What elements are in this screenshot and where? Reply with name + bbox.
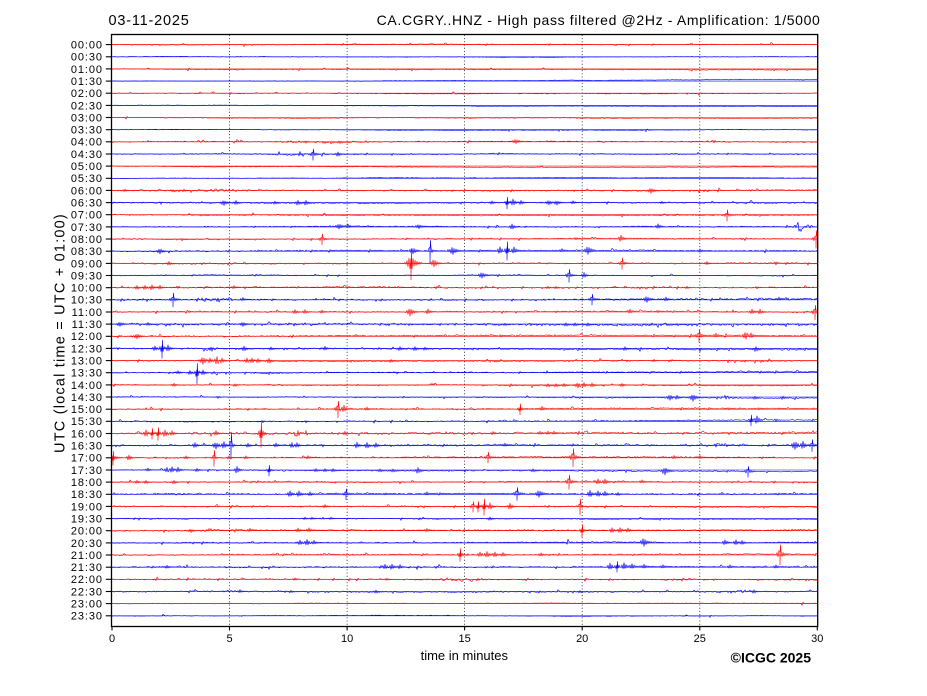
svg-text:19:00: 19:00 [71,501,103,513]
svg-text:25: 25 [694,633,706,645]
svg-text:01:30: 01:30 [71,76,103,88]
svg-text:17:00: 17:00 [71,453,103,465]
svg-text:16:00: 16:00 [71,428,103,440]
svg-text:07:30: 07:30 [71,222,103,234]
svg-text:22:00: 22:00 [71,574,103,586]
svg-text:20:00: 20:00 [71,526,103,538]
svg-text:17:30: 17:30 [71,465,103,477]
svg-text:5: 5 [226,633,232,645]
svg-text:06:30: 06:30 [71,198,103,210]
svg-text:21:30: 21:30 [71,562,103,574]
svg-text:19:30: 19:30 [71,514,103,526]
svg-text:03:00: 03:00 [71,112,103,124]
svg-text:00:30: 00:30 [71,52,103,64]
svg-text:16:30: 16:30 [71,441,103,453]
svg-text:15:00: 15:00 [71,404,103,416]
svg-text:14:00: 14:00 [71,380,103,392]
svg-text:14:30: 14:30 [71,392,103,404]
svg-text:UTC (local time = UTC + 01:00): UTC (local time = UTC + 01:00) [53,213,69,453]
svg-text:07:00: 07:00 [71,210,103,222]
svg-text:20:30: 20:30 [71,538,103,550]
svg-text:12:30: 12:30 [71,343,103,355]
svg-text:13:30: 13:30 [71,368,103,380]
svg-text:23:30: 23:30 [71,611,103,623]
svg-text:15: 15 [458,633,470,645]
svg-text:08:30: 08:30 [71,246,103,258]
svg-text:00:00: 00:00 [71,40,103,52]
svg-text:09:00: 09:00 [71,258,103,270]
svg-text:21:00: 21:00 [71,550,103,562]
svg-text:CA.CGRY..HNZ - High pass filte: CA.CGRY..HNZ - High pass filtered @2Hz -… [377,12,821,28]
svg-text:05:00: 05:00 [71,161,103,173]
svg-text:03-11-2025: 03-11-2025 [109,13,190,29]
svg-text:11:00: 11:00 [72,307,103,319]
svg-text:01:00: 01:00 [71,64,103,76]
svg-text:10:30: 10:30 [71,295,103,307]
svg-text:22:30: 22:30 [71,586,103,598]
svg-text:06:00: 06:00 [71,185,103,197]
svg-text:04:30: 04:30 [71,149,103,161]
svg-text:12:00: 12:00 [71,331,103,343]
svg-text:09:30: 09:30 [71,270,103,282]
svg-text:02:00: 02:00 [71,88,103,100]
svg-text:20: 20 [576,633,588,645]
svg-text:04:00: 04:00 [71,137,103,149]
svg-text:02:30: 02:30 [71,100,103,112]
svg-text:05:30: 05:30 [71,173,103,185]
svg-text:time in minutes: time in minutes [421,648,509,663]
svg-text:11:30: 11:30 [72,319,103,331]
svg-text:10:00: 10:00 [71,283,103,295]
svg-text:30: 30 [811,633,823,645]
svg-text:03:30: 03:30 [71,125,103,137]
svg-text:13:00: 13:00 [71,356,103,368]
svg-text:23:00: 23:00 [71,599,103,611]
svg-text:08:00: 08:00 [71,234,103,246]
svg-text:©ICGC 2025: ©ICGC 2025 [731,650,812,666]
svg-text:10: 10 [341,633,353,645]
svg-text:18:00: 18:00 [71,477,103,489]
svg-text:15:30: 15:30 [71,416,103,428]
svg-text:18:30: 18:30 [71,489,103,501]
svg-text:0: 0 [109,633,115,645]
